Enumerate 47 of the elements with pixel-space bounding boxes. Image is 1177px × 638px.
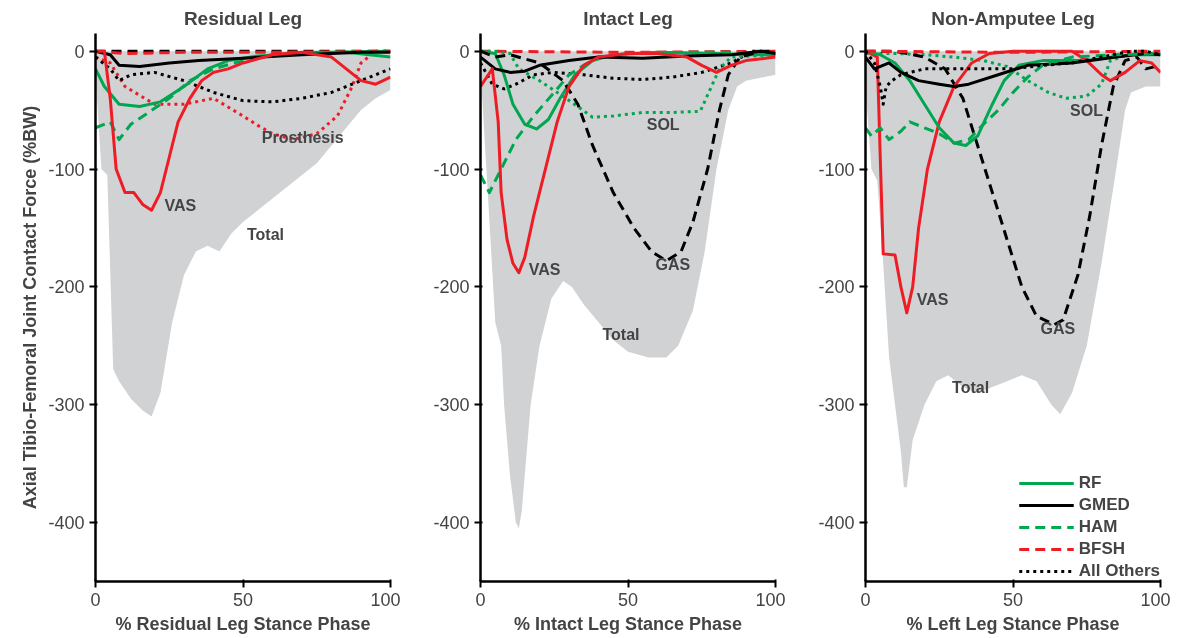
annotation: GAS — [655, 255, 691, 273]
legend-label: RF — [1078, 473, 1102, 493]
y-tick-label: 0 — [459, 41, 470, 62]
y-tick-label: -100 — [818, 159, 855, 180]
x-tick-label: 0 — [90, 589, 101, 610]
legend-label: HAM — [1078, 517, 1118, 537]
chart-title: Residual Leg — [183, 7, 303, 29]
annotation: Total — [952, 379, 990, 397]
y-tick-label: -300 — [48, 395, 85, 416]
x-tick-label: 100 — [755, 589, 786, 610]
chart-title: Non-Amputee Leg — [931, 7, 1095, 29]
annotation: Total — [247, 226, 285, 244]
y-tick-label: -300 — [433, 395, 470, 416]
chart-title: Intact Leg — [583, 7, 673, 29]
legend-label: All Others — [1078, 561, 1160, 581]
annotation: GAS — [1040, 320, 1076, 338]
annotation: VAS — [916, 290, 949, 308]
x-tick-label: 100 — [1140, 589, 1171, 610]
annotation: Prosthesis — [261, 129, 344, 147]
annotation: VAS — [164, 196, 197, 214]
x-axis-title: % Left Leg Stance Phase — [906, 613, 1120, 634]
y-tick-label: 0 — [74, 41, 85, 62]
y-tick-label: -300 — [818, 395, 855, 416]
annotation: SOL — [1070, 102, 1104, 120]
y-tick-label: -100 — [48, 159, 85, 180]
x-axis-title: % Residual Leg Stance Phase — [115, 613, 371, 634]
legend-label: GMED — [1078, 495, 1130, 515]
y-tick-label: -100 — [433, 159, 470, 180]
y-tick-label: 0 — [844, 41, 855, 62]
y-tick-label: -400 — [48, 513, 85, 534]
y-tick-label: -400 — [433, 513, 470, 534]
y-tick-label: -400 — [818, 513, 855, 534]
x-tick-label: 50 — [232, 589, 254, 610]
x-tick-label: 0 — [475, 589, 486, 610]
annotation: VAS — [528, 261, 561, 279]
annotation: Total — [602, 326, 640, 344]
annotation: SOL — [646, 116, 680, 134]
x-axis-title: % Intact Leg Stance Phase — [513, 613, 743, 634]
x-tick-label: 50 — [617, 589, 639, 610]
x-tick-label: 100 — [370, 589, 401, 610]
y-tick-label: -200 — [433, 277, 470, 298]
y-tick-label: -200 — [48, 277, 85, 298]
legend-label: BFSH — [1078, 539, 1126, 559]
x-tick-label: 0 — [860, 589, 871, 610]
y-axis-title: Axial Tibio-Femoral Joint Contact Force (%BW) — [20, 105, 41, 510]
x-tick-label: 50 — [1002, 589, 1024, 610]
y-tick-label: -200 — [818, 277, 855, 298]
